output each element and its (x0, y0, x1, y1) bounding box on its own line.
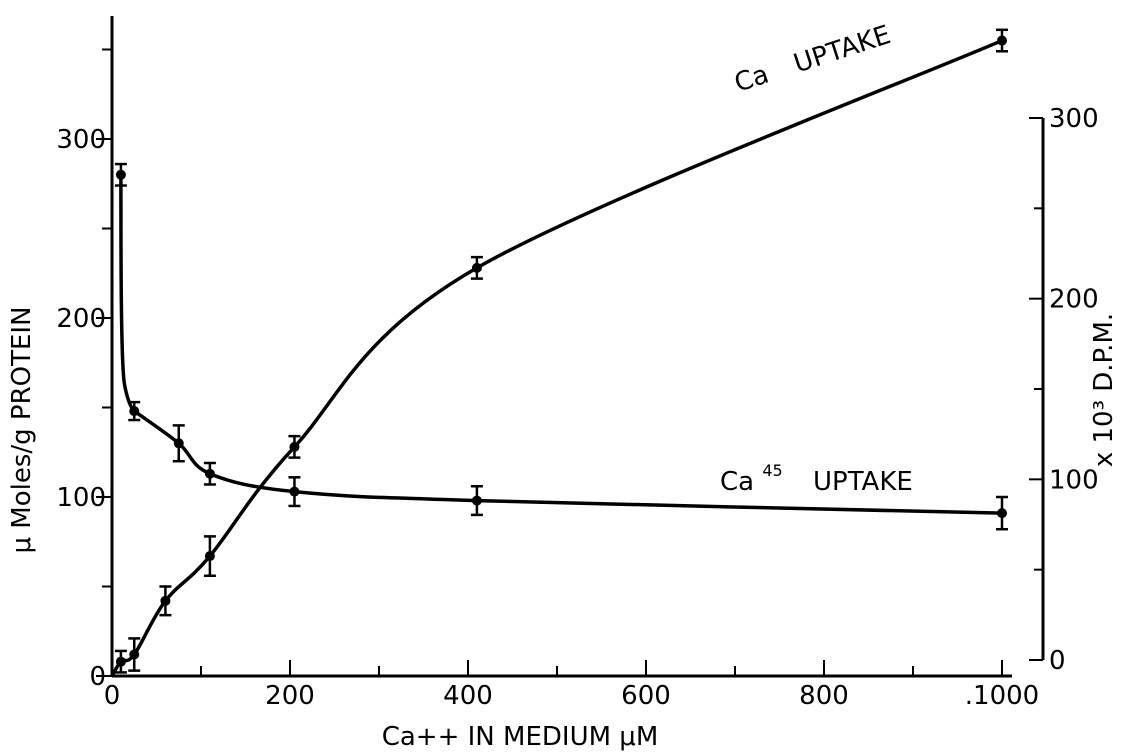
ca45-uptake-point (129, 406, 139, 416)
ca45-uptake-point (472, 496, 482, 506)
x-tick-label: 400 (443, 681, 493, 711)
x-tick-label: 600 (621, 681, 671, 711)
ca45-uptake-label-sup: 45 (762, 461, 782, 480)
ca-uptake-point (160, 596, 170, 606)
x-axis-title: Ca++ IN MEDIUM μM (382, 722, 659, 752)
ca-uptake-point (205, 551, 215, 561)
y-right-tick-label: 300 (1049, 104, 1099, 134)
ticks: 0 200 400 600 800 .1000 0 100 200 300 0 100 200 300 (56, 50, 1098, 712)
ca-uptake-point (472, 263, 482, 273)
y-left-tick-label: 100 (56, 483, 106, 513)
ca45-uptake-point (289, 487, 299, 497)
y-left-tick-label: 0 (89, 662, 106, 692)
ca-uptake-label-suffix: UPTAKE (790, 20, 894, 79)
ca45-uptake-label-prefix: Ca (720, 467, 754, 497)
y-left-tick-label: 200 (56, 304, 106, 334)
ca45-uptake-point (174, 438, 184, 448)
ca-uptake-line (112, 41, 1002, 676)
y-left-tick-label: 300 (56, 125, 106, 155)
x-tick-label: .1000 (965, 681, 1039, 711)
x-tick-label: 200 (265, 681, 315, 711)
axes (112, 16, 1043, 676)
y-right-tick-label: 100 (1049, 465, 1099, 495)
ca-uptake-point (289, 442, 299, 452)
x-tick-label: 0 (104, 681, 121, 711)
ca-uptake-label-prefix: Ca (731, 60, 773, 99)
ca-uptake-point (129, 650, 139, 660)
ca45-uptake-point (116, 170, 126, 180)
ca-uptake-label: Ca UPTAKE (731, 20, 895, 99)
ca45-uptake-label: Ca 45 UPTAKE (720, 453, 913, 497)
ca-uptake-point (116, 657, 126, 667)
y-right-tick-label: 200 (1049, 285, 1099, 315)
ca45-uptake-point (205, 469, 215, 479)
ca45-uptake-label-suffix: UPTAKE (813, 467, 913, 497)
y-right-tick-label: 0 (1049, 646, 1066, 676)
x-tick-label: 800 (799, 681, 849, 711)
ca45-uptake-point (997, 508, 1007, 518)
y-left-axis-title: μ Moles/g PROTEIN (7, 306, 37, 553)
series (112, 30, 1008, 676)
ca-uptake-point (997, 36, 1007, 46)
y-right-axis-title: x 10³ D.P.M. (1089, 313, 1119, 467)
